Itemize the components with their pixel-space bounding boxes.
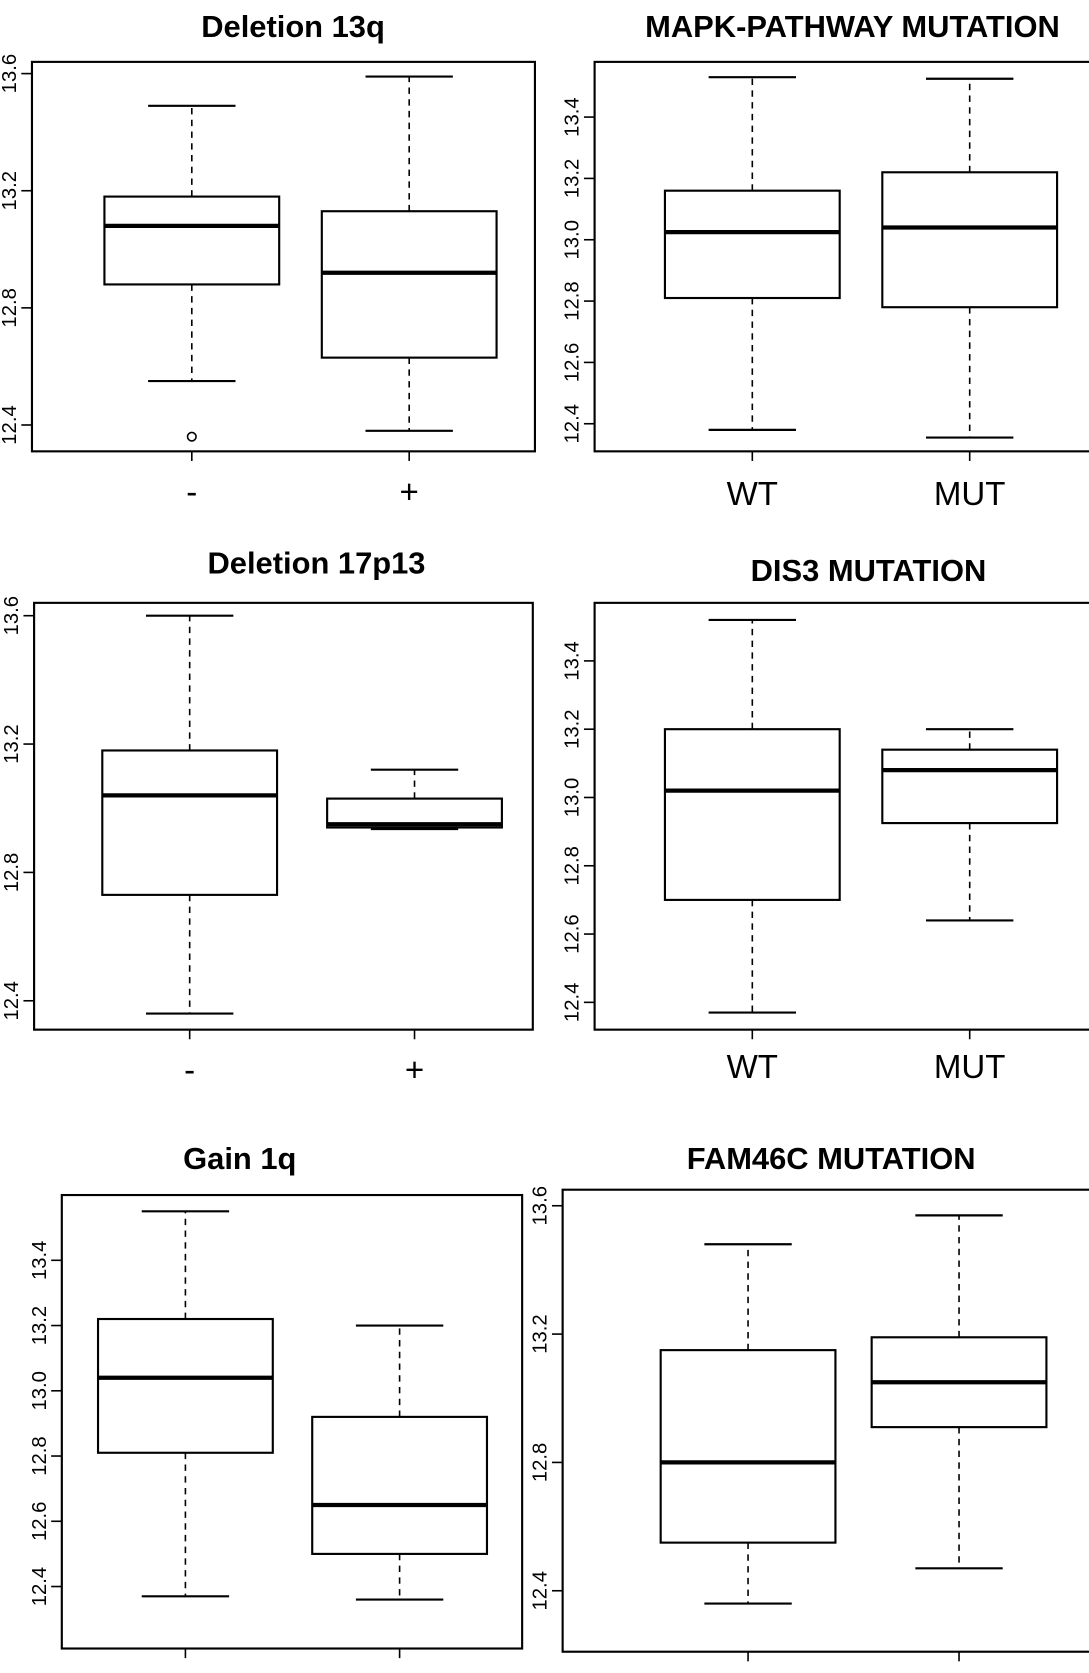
box [659,1349,837,1544]
x-tick-label: - [186,474,197,511]
panel-title: FAM46C MUTATION [687,1141,976,1176]
y-tick-label: 12.8 [0,288,21,327]
y-tick-label: 13.4 [29,1241,51,1280]
panel: DIS3 MUTATION 12.4 12.6 12.8 13.0 13.2 13.4 WT M… [562,553,1089,1086]
y-tick-label: 12.8 [562,281,584,320]
panels: Deletion 13q 12.4 12.8 13.2 13.6 - + MAPK-PATHW… [0,9,1089,1673]
y-tick-label: 13.6 [530,1186,552,1225]
x-tick-label: + [390,1671,409,1673]
box [320,210,498,359]
box [101,749,279,896]
panel-title: Deletion 17p13 [207,546,425,581]
x-tick-label: MUT [934,1049,1006,1086]
y-tick-label: 13.2 [562,159,584,198]
panel: Deletion 17p13 12.4 12.8 13.2 13.6 - + [1,546,534,1089]
box [103,195,281,286]
y-tick-label: 12.4 [562,983,584,1022]
box [881,748,1059,825]
x-tick-label: + [405,1052,424,1089]
y-tick-label: 12.4 [1,981,23,1020]
y-tick-label: 13.2 [562,709,584,748]
outlier [186,431,197,442]
x-tick-label: - [184,1052,195,1089]
y-tick-label: 13.4 [562,641,584,680]
panel: FAM46C MUTATION 12.4 12.8 13.2 13.6 WT MUT [530,1141,1089,1673]
y-tick-label: 12.8 [1,853,23,892]
x-tick-label: MUT [923,1668,995,1673]
box [663,728,841,901]
panel-title: DIS3 MUTATION [751,553,987,588]
y-tick-label: 12.6 [562,914,584,953]
y-tick-label: 13.2 [1,724,23,763]
x-tick-label: WT [722,1668,773,1673]
y-tick-label: 13.2 [0,171,21,210]
y-tick-label: 13.6 [1,596,23,635]
y-tick-label: 13.2 [530,1314,552,1353]
panel: Gain 1q 12.4 12.6 12.8 13.0 13.2 13.4 - + [29,1141,524,1673]
y-tick-label: 12.4 [530,1571,552,1610]
y-tick-label: 12.6 [29,1502,51,1541]
box [663,189,841,300]
y-tick-label: 12.6 [562,343,584,382]
y-tick-label: 13.2 [29,1306,51,1345]
y-tick-label: 12.8 [562,846,584,885]
y-tick-label: 12.8 [29,1436,51,1475]
box [881,171,1059,309]
panel: Deletion 13q 12.4 12.8 13.2 13.6 - + [0,9,536,511]
x-tick-label: + [400,474,419,511]
x-tick-label: MUT [934,476,1006,513]
panel-title: Gain 1q [183,1141,296,1176]
box [96,1317,274,1454]
y-tick-label: 13.0 [562,778,584,817]
x-tick-label: - [180,1671,191,1673]
y-tick-label: 12.8 [530,1443,552,1482]
panel: MAPK-PATHWAY MUTATION 12.4 12.6 12.8 13.0 13.… [562,9,1089,513]
y-tick-label: 13.6 [0,54,21,93]
panel-title: Deletion 13q [201,9,385,44]
y-tick-label: 12.4 [29,1567,51,1606]
y-tick-label: 13.0 [29,1371,51,1410]
y-tick-label: 13.4 [562,97,584,136]
x-tick-label: WT [727,1049,778,1086]
y-tick-label: 12.4 [562,404,584,443]
box [311,1415,489,1555]
panel-title: MAPK-PATHWAY MUTATION [645,9,1060,44]
x-tick-label: WT [727,476,778,513]
y-tick-label: 12.4 [0,405,21,444]
y-tick-label: 13.0 [562,220,584,259]
